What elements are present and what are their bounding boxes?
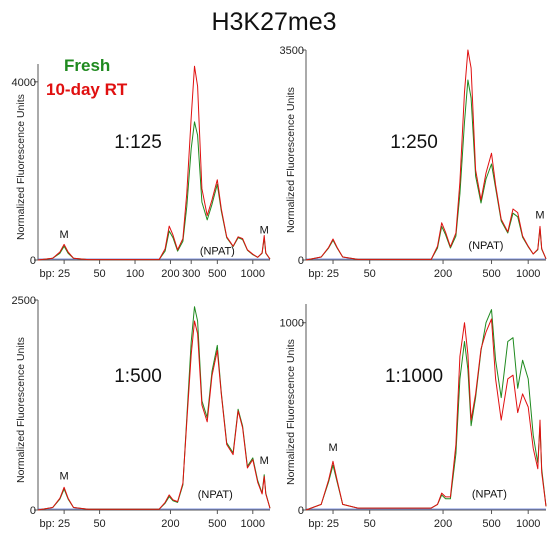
- y-tick-label: 0: [298, 255, 304, 267]
- annotation-label: M: [260, 455, 269, 467]
- x-tick-label: 50: [93, 268, 105, 280]
- x-tick-label: 1000: [516, 518, 540, 530]
- dilution-label: 1:500: [114, 366, 162, 387]
- x-tick-label: 500: [208, 518, 226, 530]
- x-tick-label: 200: [434, 268, 452, 280]
- dilution-label: 1:125: [114, 132, 162, 153]
- x-tick-label: 1000: [516, 268, 540, 280]
- x-tick-label: 300: [182, 268, 200, 280]
- y-tick-label: 3500: [280, 45, 304, 57]
- chart-svg: 0 1000 bp: 25 50 200 500 1000 M (NPAT) 1:1000: [280, 304, 547, 530]
- x-tick-label: bp: 25: [40, 518, 71, 530]
- x-tick-label: 200: [161, 518, 179, 530]
- y-tick-label: 0: [30, 505, 36, 517]
- x-tick-label: 500: [482, 268, 500, 280]
- x-tick-label: 1000: [241, 518, 265, 530]
- annotation-label: (NPAT): [468, 240, 503, 252]
- x-tick-label: bp: 25: [308, 268, 339, 280]
- x-tick-label: 200: [434, 518, 452, 530]
- x-tick-label: bp: 25: [40, 268, 71, 280]
- series-line-fresh: [305, 79, 547, 261]
- annotation-label: (NPAT): [472, 489, 507, 501]
- legend-10-day-rt: 10-day RT: [46, 80, 128, 99]
- chart-panel-2: 0 3500 bp: 25 50 200 500 1000 M (NPAT) 1:250 Norma…: [274, 30, 548, 295]
- chart-svg: 0 3500 bp: 25 50 200 500 1000 M (NPAT) 1:250: [280, 45, 547, 280]
- y-axis-label: Normalized Fluorescence Units: [15, 337, 27, 483]
- series-line-rt: [305, 318, 547, 511]
- y-tick-label: 0: [30, 255, 36, 267]
- annotation-label: (NPAT): [200, 245, 235, 257]
- x-tick-label: 100: [126, 268, 144, 280]
- dilution-label: 1:1000: [385, 366, 443, 387]
- y-tick-label: 1000: [280, 318, 304, 330]
- x-tick-label: 50: [93, 518, 105, 530]
- y-tick-label: 0: [298, 505, 304, 517]
- x-tick-label: 500: [208, 268, 226, 280]
- x-tick-label: bp: 25: [308, 518, 339, 530]
- chart-svg: 0 4000 bp: 25 50 100 200 300 500 1000 M M (NPAT) 1:1…: [12, 64, 271, 280]
- chart-panel-1: 0 4000 bp: 25 50 100 200 300 500 1000 M M (NPAT) 1:1…: [0, 30, 274, 295]
- x-tick-label: 200: [161, 268, 179, 280]
- dilution-label: 1:250: [390, 132, 438, 153]
- series-line-fresh: [305, 309, 547, 511]
- annotation-label: M: [328, 442, 337, 454]
- series-line-rt: [37, 65, 271, 261]
- series-line-fresh: [37, 306, 271, 511]
- main-title: H3K27me3: [211, 8, 337, 36]
- chart-panel-3: 0 2500 bp: 25 50 200 500 1000 M M (NPAT) 1:500 Norm…: [0, 280, 274, 545]
- y-axis-label: Normalized Fluorescence Units: [285, 87, 297, 233]
- y-tick-label: 4000: [12, 77, 36, 89]
- x-tick-label: 500: [482, 518, 500, 530]
- annotation-label: M: [60, 470, 69, 482]
- chart-svg: 0 2500 bp: 25 50 200 500 1000 M M (NPAT) 1:500: [12, 295, 271, 530]
- y-axis-label: Normalized Fluorescence Units: [285, 339, 297, 485]
- series-line-rt: [305, 49, 547, 261]
- legend-fresh: Fresh: [64, 56, 111, 75]
- y-tick-label: 2500: [12, 295, 36, 307]
- x-tick-label: 50: [364, 268, 376, 280]
- series-line-rt: [37, 320, 271, 511]
- chart-panel-4: 0 1000 bp: 25 50 200 500 1000 M (NPAT) 1:1000 Norm…: [274, 280, 548, 545]
- annotation-label: M: [260, 224, 269, 236]
- y-axis-label: Normalized Fluorescence Units: [15, 94, 27, 240]
- x-tick-label: 1000: [241, 268, 265, 280]
- annotation-label: M: [60, 229, 69, 241]
- annotation-label: (NPAT): [198, 489, 233, 501]
- x-tick-label: 50: [364, 518, 376, 530]
- annotation-label: M: [535, 210, 544, 222]
